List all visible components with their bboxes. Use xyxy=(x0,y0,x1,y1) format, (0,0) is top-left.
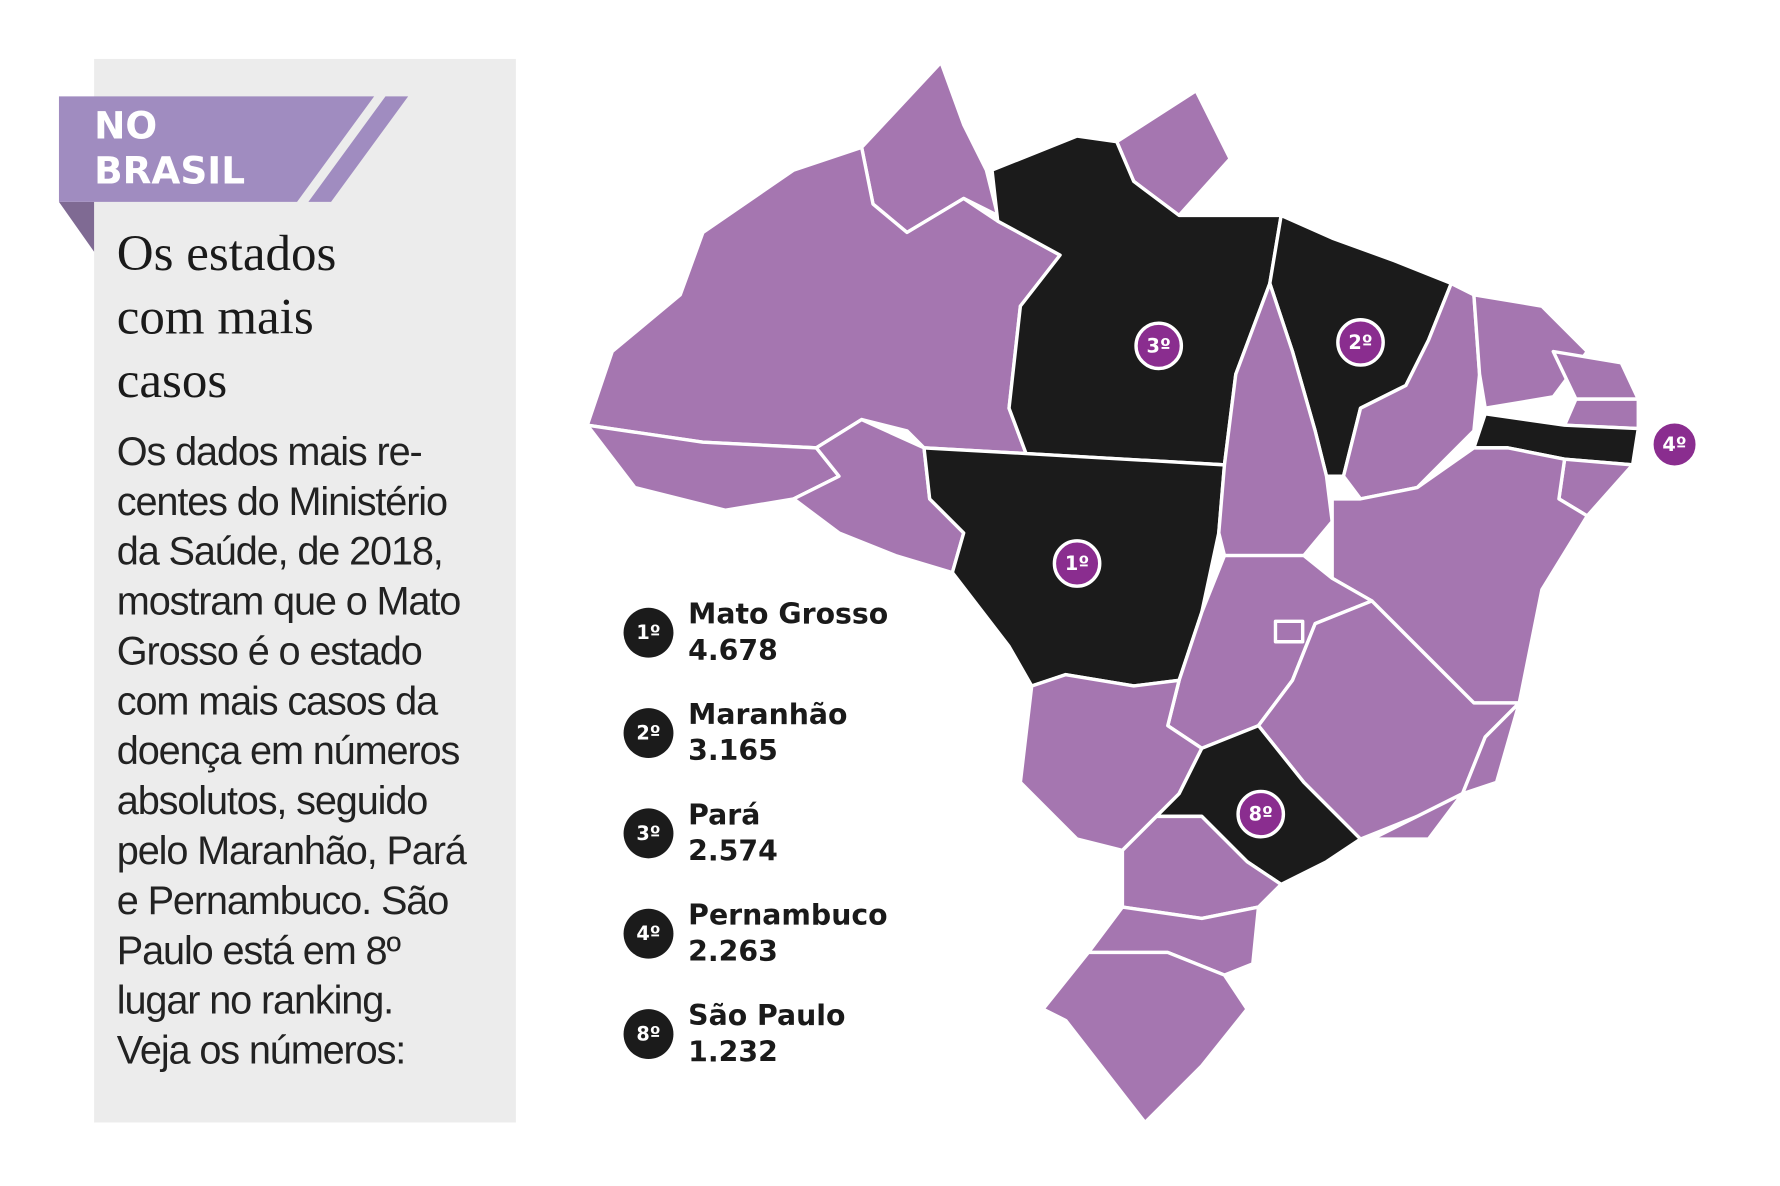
tag-band xyxy=(58,96,375,202)
case-count: 4.678 xyxy=(688,634,778,667)
side-panel xyxy=(94,58,516,1123)
rank-label: 1º xyxy=(636,621,660,644)
body-line: Os dados mais re- xyxy=(117,430,422,474)
state-name: Pará xyxy=(688,798,760,831)
map-marker xyxy=(1134,321,1184,371)
body-line: Paulo está em 8º xyxy=(117,929,401,973)
state-name: Pernambuco xyxy=(688,899,887,932)
tag-text: BRASIL xyxy=(94,149,245,193)
tag-text: NO xyxy=(94,103,157,147)
state xyxy=(1472,293,1589,410)
map-marker-label: 2º xyxy=(1348,331,1372,354)
map-marker-label: 3º xyxy=(1147,334,1171,357)
state-name: Maranhão xyxy=(688,698,847,731)
map-marker-label: 8º xyxy=(1249,803,1273,826)
body-line: doença em números xyxy=(117,729,460,773)
body-text: Os dados mais re-centes do Ministério da … xyxy=(117,430,469,1073)
state xyxy=(1551,349,1640,401)
tag-stripe xyxy=(308,96,409,202)
map-marker xyxy=(1052,539,1102,588)
map-marker xyxy=(1236,789,1286,839)
rank-badge xyxy=(623,908,674,959)
case-count: 2.574 xyxy=(688,835,778,868)
state-name: Mato Grosso xyxy=(688,598,888,631)
body-line: Grosso é o estado xyxy=(117,629,422,673)
title-line: casos xyxy=(117,353,228,409)
case-count: 1.232 xyxy=(688,1035,778,1068)
body-line: da Saúde, de 2018, xyxy=(117,530,443,574)
map-marker xyxy=(1650,420,1699,469)
body-line: centes do Ministério xyxy=(117,480,447,524)
title-block: Os estados com mais casos xyxy=(117,226,337,409)
case-count: 2.263 xyxy=(688,935,778,968)
body-line: mostram que o Mato xyxy=(117,580,460,624)
map-marker xyxy=(1336,318,1385,367)
body-line: Veja os números: xyxy=(117,1029,405,1073)
body-line: e Pernambuco. São xyxy=(117,879,448,923)
state xyxy=(1273,619,1305,644)
body-line: com mais casos da xyxy=(117,679,439,723)
rank-badge xyxy=(623,1009,674,1060)
state-name: São Paulo xyxy=(688,999,845,1032)
rank-label: 4º xyxy=(636,922,660,945)
state xyxy=(1370,791,1465,841)
title-line: com mais xyxy=(117,289,314,345)
body-line: lugar no ranking. xyxy=(117,979,393,1023)
title-line: Os estados xyxy=(117,226,337,282)
body-line: absolutos, seguido xyxy=(117,779,427,823)
state xyxy=(1041,950,1249,1125)
case-count: 3.165 xyxy=(688,734,778,767)
tag-fold xyxy=(58,201,95,252)
map-marker-label: 4º xyxy=(1662,433,1686,456)
body-line: pelo Maranhão, Pará xyxy=(117,829,468,873)
rank-badge xyxy=(623,607,674,658)
rank-badge xyxy=(623,708,674,758)
rank-badge xyxy=(623,808,674,859)
map-marker-label: 1º xyxy=(1065,552,1089,575)
rank-label: 8º xyxy=(636,1023,660,1046)
rank-label: 3º xyxy=(636,822,660,845)
map-markers: 1º 2º 3º 4º 8º xyxy=(1052,318,1699,839)
rank-label: 2º xyxy=(636,722,660,745)
